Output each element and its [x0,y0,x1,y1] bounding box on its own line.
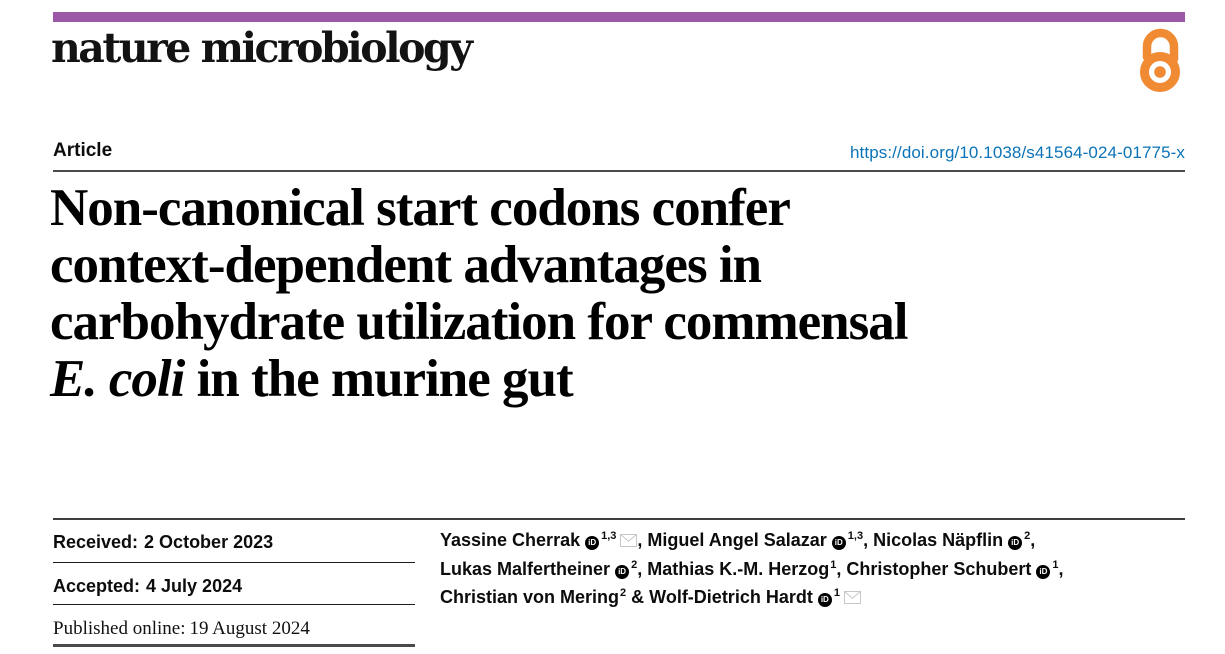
open-access-icon [1130,25,1190,95]
author: Nicolas Näpflin iD2, [873,530,1036,550]
author: Wolf-Dietrich Hardt iD1 [649,587,861,607]
author: Lukas Malfertheiner iD2, [440,559,648,579]
title-line-2: context-dependent advantages in [50,236,762,294]
affiliation-superscript: 1 [830,559,837,571]
meta-bottom-divider [53,644,415,647]
affiliation-superscript: 1 [1052,559,1059,571]
meta-divider-2 [53,604,415,605]
email-icon[interactable] [843,584,861,612]
paper-title: Non-canonical start codons confer contex… [50,180,1150,408]
author-list: Yassine Cherrak iD1,3, Miguel Angel Salaz… [440,526,1200,612]
title-line-4: E. coli in the murine gut [50,351,1150,408]
accepted-value: 4 July 2024 [146,576,243,596]
author-name: Mathias K.-M. Herzog [647,559,830,579]
author-name: Yassine Cherrak [440,530,581,550]
orcid-icon[interactable]: iD [1036,565,1051,579]
title-line-3: carbohydrate utilization for commensal [50,293,909,351]
published-label: Published online: [53,618,186,639]
author: Mathias K.-M. Herzog1, [647,559,847,579]
author-name: Nicolas Näpflin [873,530,1004,550]
doi-link[interactable]: https://doi.org/10.1038/s41564-024-01775… [850,143,1185,162]
affiliation-superscript: 2 [620,587,627,599]
author-name: Christian von Mering [440,587,620,607]
title-species-italic: E. coli [50,350,185,408]
author: Miguel Angel Salazar iD1,3, [647,530,874,550]
author-name: Christopher Schubert [846,559,1032,579]
orcid-icon[interactable]: iD [615,565,630,579]
journal-wordmark: nature microbiology [51,24,473,72]
author: Christian von Mering2 & [440,587,650,607]
received-value: 2 October 2023 [144,532,274,552]
received-date-row: Received: 2 October 2023 [53,532,273,553]
published-value: 19 August 2024 [189,618,310,639]
affiliation-superscript: 2 [631,559,638,571]
author: Christopher Schubert iD1, [846,559,1064,579]
orcid-icon[interactable]: iD [585,536,600,550]
accepted-date-row: Accepted: 4 July 2024 [53,576,242,597]
header-divider [53,170,1185,172]
author-name: Wolf-Dietrich Hardt [649,587,813,607]
affiliation-superscript: 2 [1024,530,1031,542]
author-name: Lukas Malfertheiner [440,559,611,579]
author-name: Miguel Angel Salazar [647,530,827,550]
published-date-row: Published online: 19 August 2024 [53,618,310,640]
author: Yassine Cherrak iD1,3, [440,530,647,550]
article-type-label: Article [53,140,113,161]
orcid-icon[interactable]: iD [817,593,832,607]
journal-brand-bar [53,12,1185,22]
title-line-1: Non-canonical start codons confer [50,179,791,237]
affiliation-superscript: 1,3 [847,530,864,542]
received-label: Received: [53,532,139,552]
orcid-icon[interactable]: iD [1008,536,1023,550]
affiliation-superscript: 1 [833,587,840,599]
orcid-icon[interactable]: iD [831,536,846,550]
title-meta-divider [53,518,1185,520]
accepted-label: Accepted: [53,576,141,596]
affiliation-superscript: 1,3 [601,530,617,542]
meta-divider-1 [53,562,415,563]
email-icon[interactable] [620,527,638,555]
title-line-4-rest: in the murine gut [184,350,574,408]
